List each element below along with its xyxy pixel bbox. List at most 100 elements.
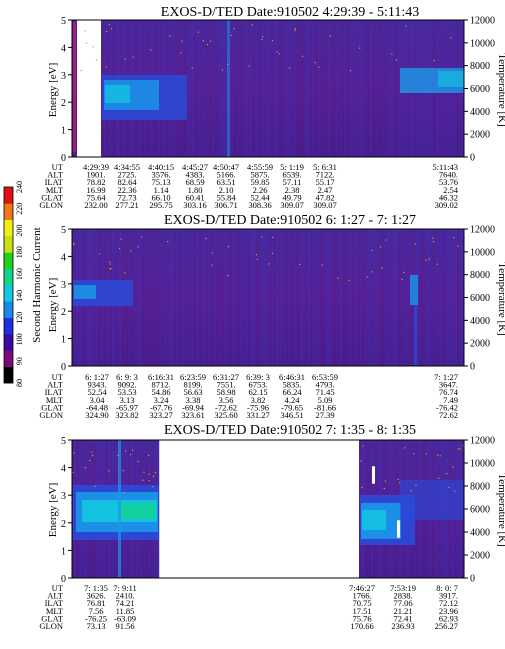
p2-noise-streak	[402, 229, 404, 366]
p3-orbit-cell: 75.76	[352, 613, 371, 623]
p1-noise-streak	[322, 20, 324, 157]
p1-speckle-dot	[294, 28, 296, 30]
p1-speckle-dot	[329, 35, 331, 37]
p2-noise-streak	[336, 229, 338, 366]
p1-noise-streak	[256, 20, 258, 157]
p3-ytick-left-label: 2	[61, 519, 66, 530]
p1-noise-streak	[294, 20, 296, 157]
p1-orbit-cell: 5: 1:19	[280, 162, 304, 172]
p1-speckle-dot	[206, 44, 209, 46]
p2-speckle-dot	[321, 264, 323, 266]
p2-noise-streak	[176, 229, 178, 366]
p3-orbit-cell: 7: 9:11	[113, 583, 137, 593]
p1-noise-streak	[244, 20, 246, 157]
p1-ytick-right-label: 2000	[470, 130, 490, 141]
p3-orbit-cell: 74.21	[115, 598, 134, 608]
p2-noise-streak	[276, 229, 278, 366]
p1-noise-streak	[216, 20, 218, 157]
p3-ytick-right-label: 4000	[470, 528, 490, 539]
p2-noise-streak	[194, 229, 196, 366]
p3-ytick-left-label: 4	[61, 464, 66, 475]
p2-noise-streak	[422, 229, 424, 366]
p3-ytick-left-label: 1	[61, 546, 66, 557]
p2-orbit-cell: 52.54	[87, 387, 107, 397]
p3-speckle-dot	[404, 447, 406, 449]
p3-orbit-cell: 77.06	[393, 598, 412, 608]
p1-noise-streak	[240, 20, 242, 157]
p1-ytick-left-label: 3	[61, 71, 66, 82]
p2-orbit-cell: 325.60	[214, 410, 237, 420]
panel-2-y-ticks-right: 0 2000 4000 6000 8000 10000 12000	[464, 225, 495, 373]
p2-noise-streak	[140, 229, 142, 366]
panel-2-plasma-band	[73, 275, 418, 365]
p2-noise-streak	[392, 229, 394, 366]
p2-orbit-cell: 6: 9: 3	[116, 372, 138, 382]
p2-noise-streak	[156, 229, 158, 366]
p2-orbit-cell: 6:39: 3	[246, 372, 270, 382]
p1-orbit-cell: 232.00	[84, 200, 107, 210]
p1-noise-streak	[264, 20, 266, 157]
p1-speckle-dot	[248, 65, 250, 67]
p2-noise-streak	[202, 229, 204, 366]
p2-noise-streak	[218, 229, 220, 366]
p1-orbit-cell: 82.64	[117, 177, 137, 187]
p1-noise-streak	[376, 20, 378, 157]
p2-noise-streak	[290, 229, 292, 366]
p1-speckle-dot	[318, 66, 320, 68]
p1-speckle-dot	[197, 31, 199, 33]
p1-orbit-cell: 72.73	[117, 192, 136, 202]
p2-noise-streak	[292, 229, 294, 366]
p2-noise-streak	[398, 229, 400, 366]
p2-noise-streak	[274, 229, 276, 366]
p2-noise-streak	[262, 229, 264, 366]
colorbar-swatch	[4, 285, 13, 302]
p1-noise-streak	[260, 20, 262, 157]
p3-speckle-dot	[89, 460, 91, 462]
p2-noise-streak	[444, 229, 446, 366]
p1-noise-streak	[320, 20, 322, 157]
p2-orbit-cell: 6:16:31	[148, 372, 174, 382]
p1-orbit-cell: 1.80	[188, 185, 203, 195]
p3-ytick-left-label: 3	[61, 491, 66, 502]
p2-noise-streak	[148, 229, 150, 366]
p2-orbit-cell: 6:31:27	[213, 372, 239, 382]
p2-speckle-dot	[271, 252, 274, 254]
p1-noise-streak	[196, 20, 198, 157]
p1-orbit-row-label: ILAT	[45, 177, 64, 187]
p3-orbit-cell: 7: 1:35	[84, 583, 108, 593]
p2-orbit-cell: 331.27	[246, 410, 269, 420]
p2-orbit-cell: 6753.	[248, 380, 267, 390]
p2-speckle-dot	[414, 243, 416, 245]
p2-noise-streak	[278, 229, 280, 366]
p2-speckle-dot	[403, 271, 405, 273]
p2-noise-streak	[286, 229, 288, 366]
p2-speckle-dot	[457, 245, 459, 247]
p2-noise-streak	[430, 229, 432, 366]
p2-orbit-row-label: GLON	[39, 410, 63, 420]
p1-noise-streak	[194, 20, 196, 157]
p3-orbit-row-label: GLON	[39, 621, 63, 631]
p3-speckle-dot	[438, 477, 440, 479]
p2-orbit-cell: 4793.	[315, 380, 334, 390]
p1-noise-streak	[300, 20, 302, 157]
p1-speckle-dot	[288, 67, 291, 69]
p2-noise-streak	[282, 229, 284, 366]
p1-noise-streak	[372, 20, 374, 157]
p2-noise-streak	[294, 229, 296, 366]
p1-noise-streak	[188, 20, 190, 157]
panel-1-plasma-band	[73, 20, 464, 157]
p1-speckle-dot	[271, 39, 274, 42]
p2-orbit-cell: 5.09	[318, 395, 333, 405]
p2-noise-streak	[152, 229, 154, 366]
colorbar-tick-label: 240	[15, 181, 24, 193]
p2-noise-streak	[314, 229, 316, 366]
p1-orbit-cell: 303.16	[183, 200, 206, 210]
p1-orbit-cell: 75.64	[86, 192, 106, 202]
p1-noise-streak	[344, 20, 346, 157]
colorbar-swatch	[4, 301, 13, 318]
p1-noise-streak	[388, 20, 390, 157]
panel-2-orbit-table: UT 6: 1:27 6: 9: 3 6:16:31 6:23:59 6:31:27 6:3…	[39, 372, 458, 420]
p2-noise-streak	[348, 229, 350, 366]
p1-noise-streak	[266, 20, 268, 157]
p1-orbit-cell: 5875.	[250, 170, 269, 180]
